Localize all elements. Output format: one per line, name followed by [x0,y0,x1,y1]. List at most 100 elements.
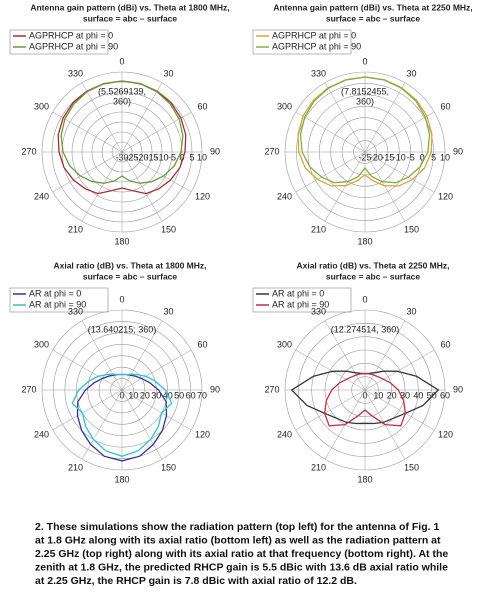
annotation: (5.5269139, [98,86,146,96]
theta-tick-label: 120 [438,191,453,201]
theta-tick-label: 150 [404,462,419,472]
r-tick-label: -15 [381,152,394,162]
theta-tick-label: 330 [68,306,83,316]
series-line [297,76,433,187]
r-tick-label: -25 [125,152,138,162]
legend-label: AR at phi = 90 [272,299,329,309]
caption-line: at 2.25 GHz, the RHCP gain is 7.8 dBic w… [35,575,357,587]
theta-tick-label: 120 [195,191,210,201]
r-tick-label: -20 [135,152,148,162]
legend-label: AGPRHCP at phi = 90 [272,41,361,51]
caption-line: zenith at 1.8 GHz, the predicted RHCP ga… [35,561,448,573]
series-line [299,76,431,184]
spoke [295,111,366,153]
theta-tick-label: 30 [406,68,416,78]
annotation: (13.640215; 360) [88,324,157,334]
caption-line: 2. These simulations show the radiation … [35,521,439,533]
chart-title: surface = abc – surface [326,13,421,23]
spoke [364,151,406,222]
theta-tick-label: 180 [114,236,129,246]
spoke [324,82,366,153]
theta-tick-label: 60 [198,339,208,349]
series-line [60,80,184,184]
r-tick-label: 5 [431,152,436,162]
theta-tick-label: 30 [406,306,416,316]
spoke [324,151,366,222]
theta-tick-label: 0 [362,56,367,66]
series-line [57,80,187,195]
chart-title: Antenna gain pattern (dBi) vs. Theta at … [273,2,472,12]
spoke [121,151,163,222]
r-tick-label: 50 [427,390,437,400]
annotation: (7.8152455, [341,86,389,96]
spoke [324,320,366,391]
theta-tick-label: 240 [277,429,292,439]
r-tick-label: 10 [373,390,383,400]
r-tick-label: -15 [145,152,158,162]
legend-box [9,287,109,313]
spoke [81,82,123,153]
r-tick-label: -10 [393,152,406,162]
legend-box [252,287,352,313]
chart-title: surface = abc – surface [83,13,178,23]
r-tick-label: 50 [174,390,184,400]
theta-tick-label: 0 [119,56,124,66]
spoke [52,349,123,391]
theta-tick-label: 90 [453,146,463,156]
theta-tick-label: 240 [34,191,49,201]
spoke [364,349,435,391]
theta-tick-label: 30 [163,68,173,78]
r-tick-label: 40 [413,390,423,400]
series-line [290,370,440,425]
r-tick-label: 60 [440,390,450,400]
r-tick-label: 0 [179,152,184,162]
spoke [121,349,192,391]
theta-tick-label: 240 [277,191,292,201]
spoke [81,320,123,391]
theta-tick-label: 210 [68,224,83,234]
theta-tick-label: 0 [119,294,124,304]
r-tick-label: 20 [387,390,397,400]
theta-tick-label: 60 [198,101,208,111]
theta-tick-label: 300 [277,339,292,349]
theta-tick-label: 120 [438,429,453,439]
theta-tick-label: 180 [357,236,372,246]
spoke [295,151,366,193]
theta-tick-label: 90 [210,384,220,394]
r-tick-label: 10 [128,390,138,400]
theta-tick-label: 180 [114,474,129,484]
r-tick-label: 5 [189,152,194,162]
legend-box [252,29,352,55]
chart-title: Axial ratio (dB) vs. Theta at 1800 MHz, [53,260,206,270]
theta-tick-label: 30 [163,306,173,316]
theta-tick-label: 0 [362,294,367,304]
theta-tick-label: 270 [264,146,279,156]
r-tick-label: 0 [420,152,425,162]
chart-title: surface = abc – surface [83,271,178,281]
theta-tick-label: 210 [311,462,326,472]
annotation: 360) [356,96,374,106]
spoke [121,151,192,193]
chart-title: Axial ratio (dB) vs. Theta at 2250 MHz, [296,260,449,270]
legend-label: AR at phi = 90 [29,299,86,309]
legend-label: AGPRHCP at phi = 0 [29,30,113,40]
spoke [81,151,123,222]
theta-tick-label: 240 [34,429,49,439]
spoke [121,320,163,391]
series-line [323,372,407,427]
spoke [295,349,366,391]
legend-box [9,29,109,55]
r-tick-label: 60 [186,390,196,400]
spoke [364,320,406,391]
r-tick-label: 20 [140,390,150,400]
r-tick-label: 30 [151,390,161,400]
theta-tick-label: 210 [68,462,83,472]
theta-tick-label: 90 [453,384,463,394]
theta-tick-label: 330 [68,68,83,78]
spoke [364,389,435,431]
chart-title: Antenna gain pattern (dBi) vs. Theta at … [30,2,229,12]
r-tick-label: -10 [155,152,168,162]
legend-label: AGPRHCP at phi = 90 [29,41,118,51]
annotation: (12.274514, 360) [331,324,400,334]
r-tick-label: -5 [168,152,176,162]
